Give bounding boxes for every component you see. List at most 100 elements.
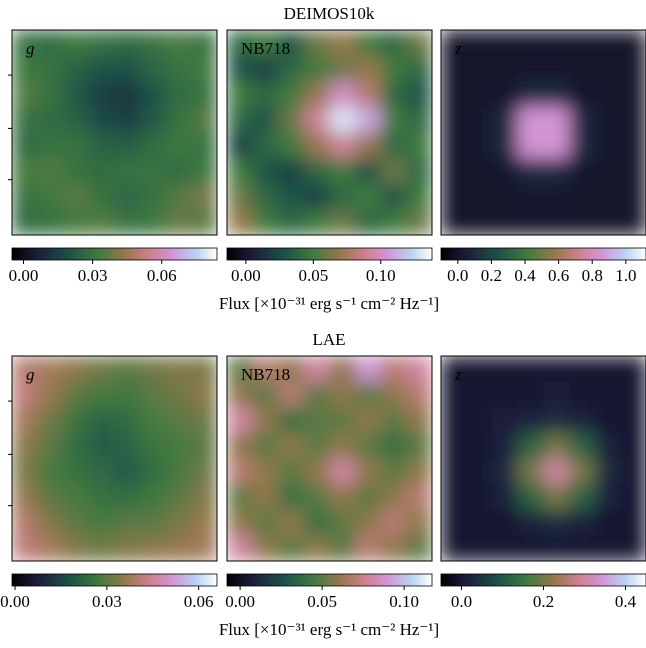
pixel xyxy=(165,158,192,185)
pixel xyxy=(620,432,646,459)
pixel xyxy=(492,535,519,561)
pixel xyxy=(492,356,519,383)
pixel xyxy=(620,81,646,108)
pixel xyxy=(252,55,279,82)
pixel xyxy=(278,356,305,383)
pixel xyxy=(441,30,468,57)
pixel xyxy=(329,132,356,159)
pixel xyxy=(569,132,596,159)
pixel xyxy=(441,484,468,511)
pixel xyxy=(165,432,192,459)
pixel xyxy=(441,407,468,434)
pixel xyxy=(12,484,39,511)
panel-label: NB718 xyxy=(241,365,290,384)
pixel xyxy=(569,458,596,485)
pixel xyxy=(406,30,432,57)
pixel xyxy=(543,509,570,536)
pixel xyxy=(63,30,90,57)
pixel xyxy=(594,484,621,511)
pixel xyxy=(406,458,432,485)
pixel xyxy=(620,183,646,210)
pixel xyxy=(441,432,468,459)
pixel xyxy=(303,509,330,536)
pixel xyxy=(37,356,64,383)
pixel xyxy=(620,30,646,57)
pixel xyxy=(165,209,192,235)
pixel xyxy=(278,30,305,57)
pixel xyxy=(114,106,141,133)
pixel xyxy=(406,535,432,561)
pixel xyxy=(466,183,493,210)
pixel xyxy=(114,158,141,185)
pixel xyxy=(114,535,141,561)
pixel xyxy=(140,381,167,408)
pixel xyxy=(594,381,621,408)
pixel xyxy=(620,407,646,434)
pixel xyxy=(191,381,217,408)
pixel xyxy=(620,509,646,536)
pixel xyxy=(466,106,493,133)
pixel xyxy=(191,55,217,82)
colorbar-label: Flux [×10⁻³¹ erg s⁻¹ cm⁻² Hz⁻¹] xyxy=(219,294,439,313)
pixel xyxy=(620,209,646,235)
pixel xyxy=(329,381,356,408)
colorbar-tick-label: 1.0 xyxy=(615,266,636,285)
pixel xyxy=(517,509,544,536)
pixel xyxy=(543,81,570,108)
pixel xyxy=(517,30,544,57)
pixel xyxy=(355,30,382,57)
pixel xyxy=(191,356,217,383)
pixel xyxy=(594,183,621,210)
pixel xyxy=(63,132,90,159)
pixel xyxy=(114,55,141,82)
pixel xyxy=(466,509,493,536)
pixel xyxy=(63,183,90,210)
pixel xyxy=(441,132,468,159)
pixel xyxy=(165,484,192,511)
pixel xyxy=(466,356,493,383)
pixel xyxy=(165,132,192,159)
pixel xyxy=(355,183,382,210)
pixel xyxy=(543,484,570,511)
pixel xyxy=(517,106,544,133)
panel-label: g xyxy=(26,39,35,58)
colorbar-tick-label: 0.4 xyxy=(615,592,637,611)
image-panel xyxy=(441,30,646,235)
pixel xyxy=(569,484,596,511)
pixel xyxy=(406,158,432,185)
pixel xyxy=(441,209,468,235)
pixel xyxy=(12,535,39,561)
pixel xyxy=(227,30,254,57)
pixel xyxy=(594,81,621,108)
pixel xyxy=(37,509,64,536)
pixel xyxy=(140,356,167,383)
pixel xyxy=(12,432,39,459)
pixel xyxy=(380,407,407,434)
pixel xyxy=(252,30,279,57)
pixel xyxy=(278,55,305,82)
pixel xyxy=(543,183,570,210)
pixel xyxy=(594,535,621,561)
pixel xyxy=(543,55,570,82)
pixel xyxy=(114,81,141,108)
pixel xyxy=(303,106,330,133)
pixel xyxy=(63,432,90,459)
colorbar xyxy=(11,573,218,587)
pixel xyxy=(12,55,39,82)
pixel xyxy=(517,81,544,108)
pixel xyxy=(252,158,279,185)
pixel xyxy=(140,132,167,159)
pixel xyxy=(594,132,621,159)
pixel xyxy=(466,407,493,434)
pixel xyxy=(329,183,356,210)
pixel xyxy=(252,484,279,511)
pixel xyxy=(303,458,330,485)
pixel xyxy=(88,535,115,561)
panel-frame xyxy=(440,29,646,236)
pixel xyxy=(88,407,115,434)
pixel xyxy=(37,158,64,185)
pixel xyxy=(63,381,90,408)
pixel xyxy=(114,407,141,434)
panel-frame xyxy=(440,355,646,562)
pixel xyxy=(441,158,468,185)
